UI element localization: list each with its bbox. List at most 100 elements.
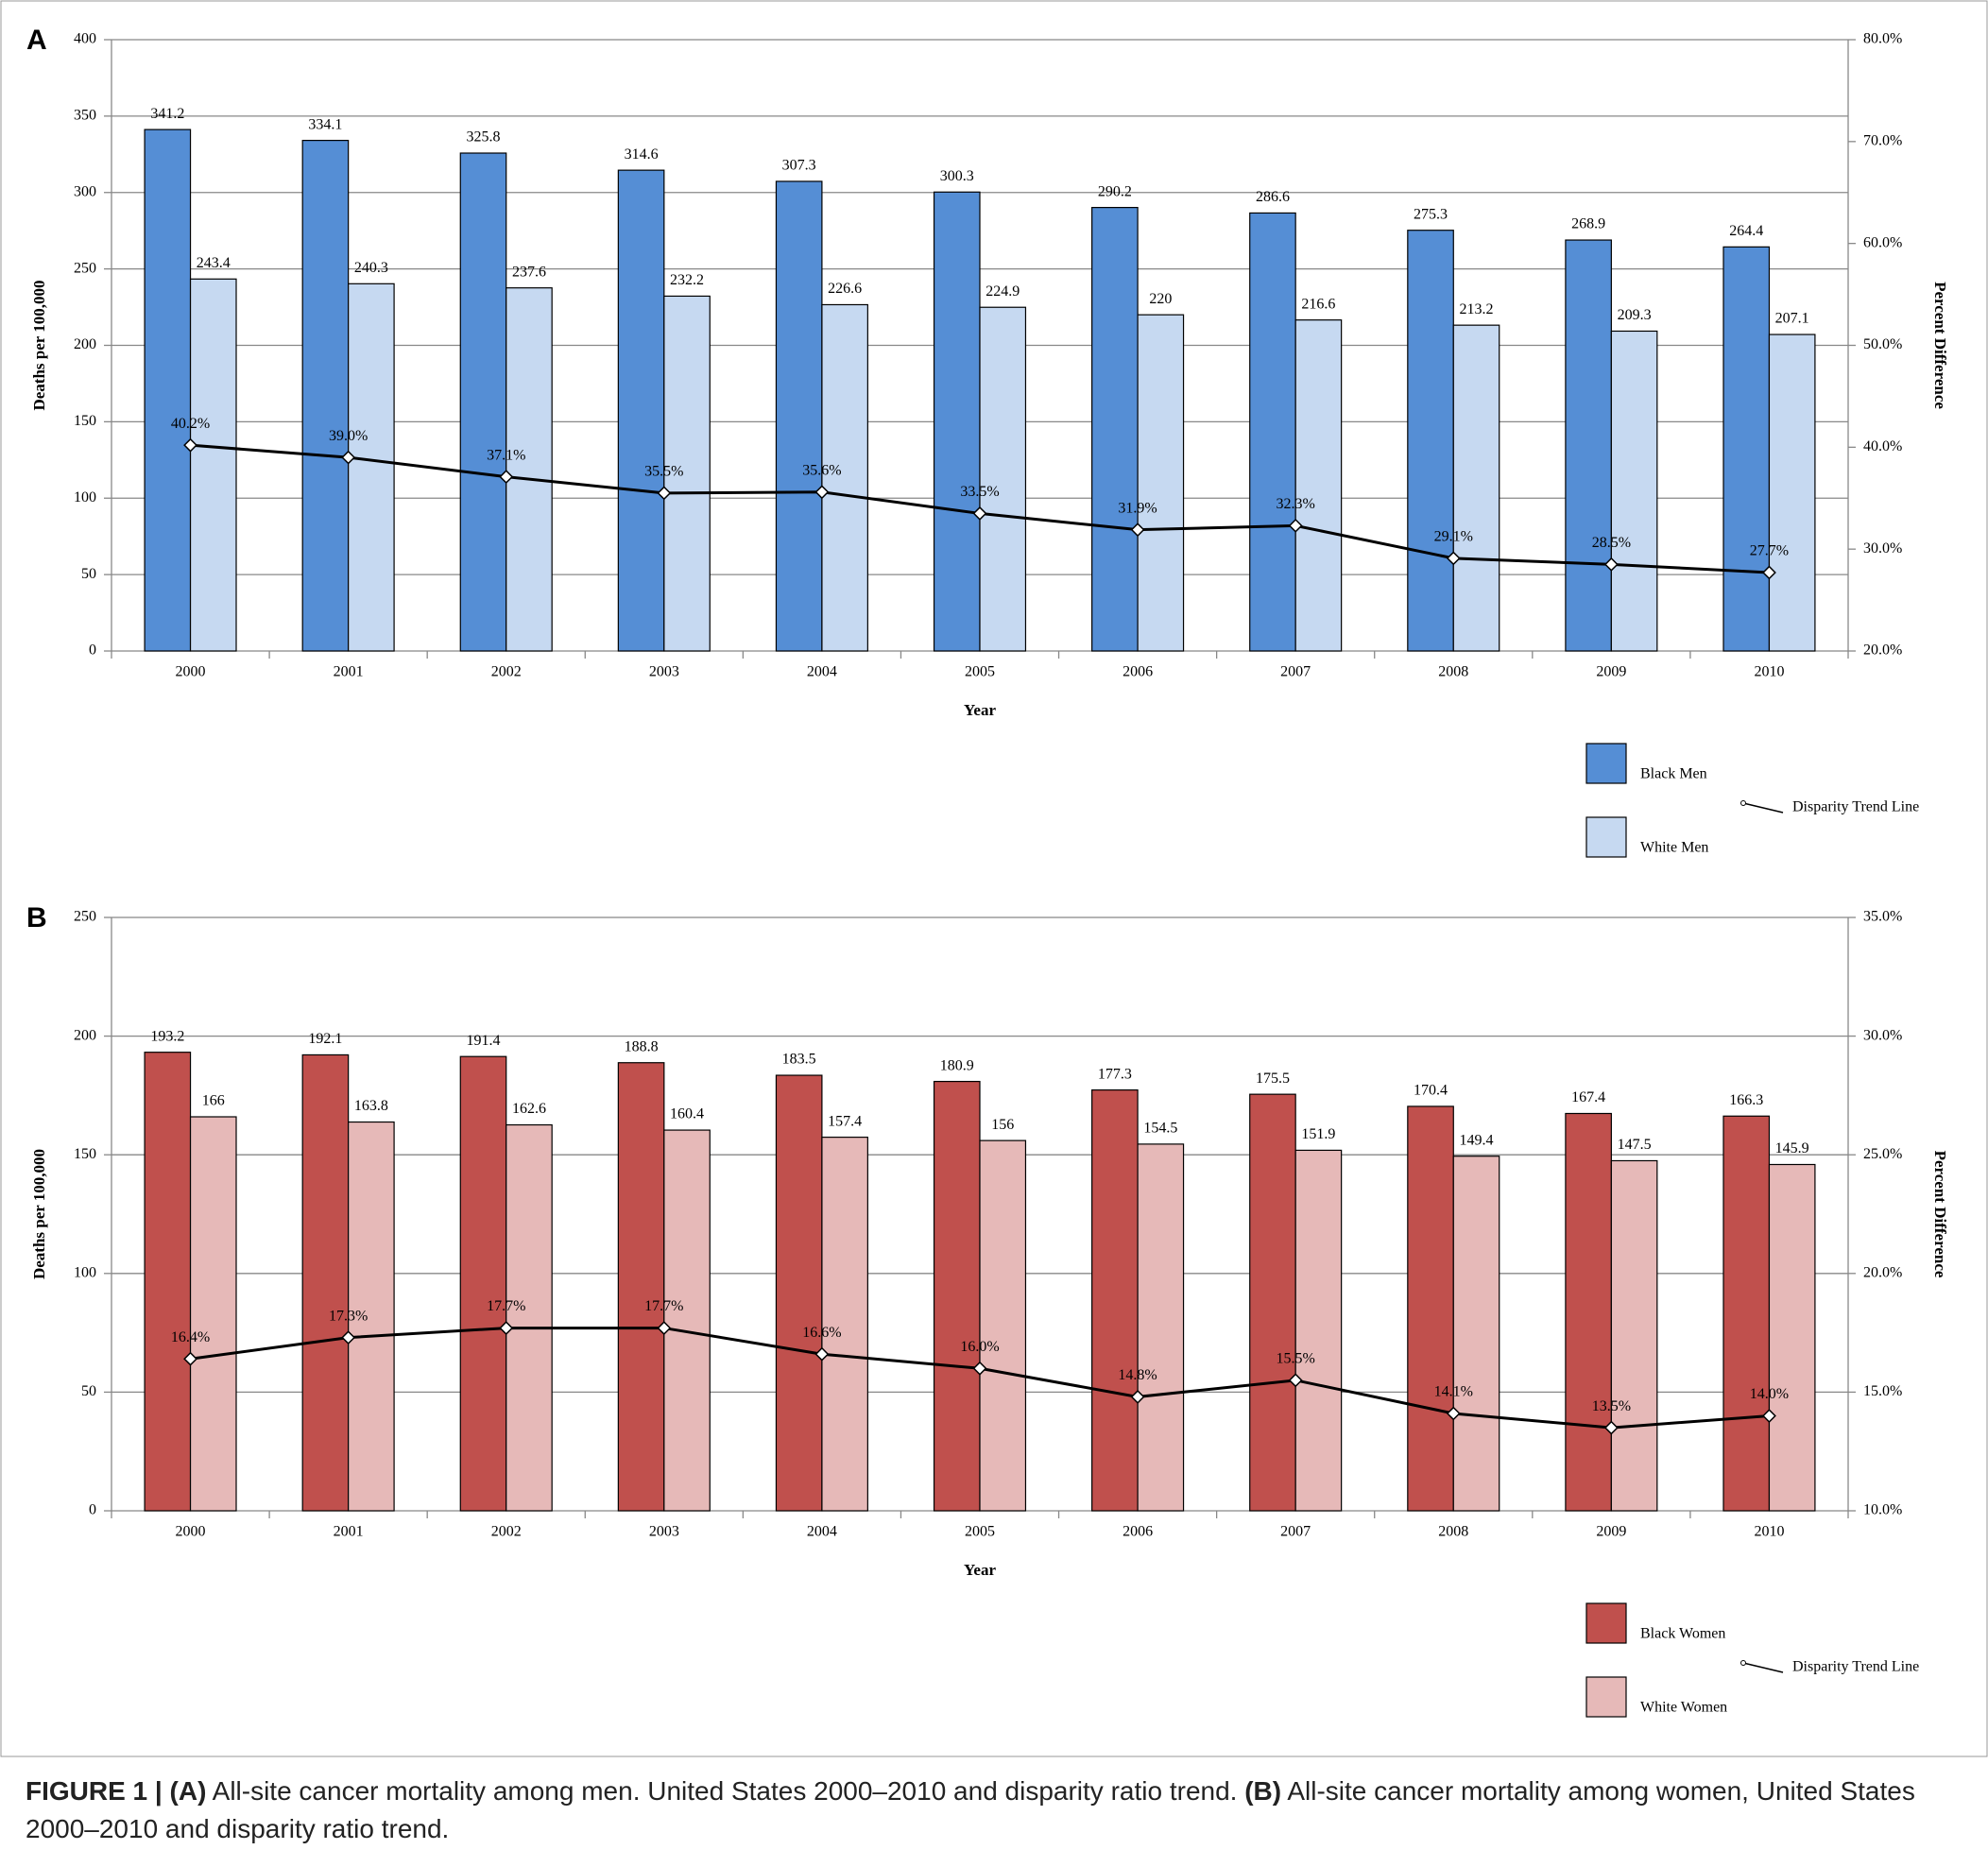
x-tick-label: 2004 <box>807 1524 837 1540</box>
line-value-label: 16.4% <box>171 1329 210 1345</box>
line-value-label: 31.9% <box>1118 500 1157 516</box>
legend-label: Black Men <box>1640 766 1707 782</box>
line-marker <box>1603 1420 1619 1435</box>
x-tick-label: 2004 <box>807 664 837 680</box>
bar-value-label: 177.3 <box>1098 1066 1132 1082</box>
bar <box>1407 230 1454 652</box>
bar <box>1565 239 1612 652</box>
line-marker <box>183 1351 197 1366</box>
bar <box>144 128 192 652</box>
legend-swatch <box>1585 816 1627 858</box>
bar-value-label: 167.4 <box>1571 1089 1605 1105</box>
bar-value-label: 192.1 <box>308 1031 342 1047</box>
bar <box>459 1055 507 1512</box>
line-marker <box>1130 1389 1145 1404</box>
bar-value-label: 166.3 <box>1729 1092 1763 1108</box>
bar <box>1565 1112 1612 1512</box>
panel-label: B <box>26 902 47 934</box>
x-tick-label: 2001 <box>334 664 364 680</box>
bar-value-label: 162.6 <box>512 1101 546 1117</box>
line-marker <box>1288 1373 1303 1388</box>
y-tick-label: 300 <box>74 183 96 199</box>
y2-axis-title: Percent Difference <box>1931 282 1949 409</box>
bar <box>144 1052 192 1512</box>
legend-label: Disparity Trend Line <box>1792 799 1919 815</box>
bar <box>348 283 395 652</box>
bar <box>933 1080 981 1512</box>
y2-tick-label: 30.0% <box>1863 1027 1902 1043</box>
x-tick-label: 2009 <box>1596 664 1626 680</box>
line-marker <box>972 1361 987 1376</box>
legend-label: White Men <box>1640 840 1708 856</box>
line-value-label: 35.5% <box>644 464 683 480</box>
bar-value-label: 170.4 <box>1414 1083 1448 1099</box>
bar <box>301 139 350 652</box>
line-marker <box>972 506 987 521</box>
bar-value-label: 191.4 <box>466 1033 500 1049</box>
y-tick-label: 100 <box>74 1264 96 1280</box>
x-tick-label: 2005 <box>965 1524 995 1540</box>
line-value-label: 39.0% <box>329 428 368 444</box>
bar-value-label: 307.3 <box>782 158 816 174</box>
y-tick-label: 200 <box>74 336 96 352</box>
line-marker <box>1762 565 1776 580</box>
y2-tick-label: 80.0% <box>1863 31 1902 47</box>
x-tick-label: 2002 <box>491 1524 522 1540</box>
line-value-label: 14.8% <box>1118 1367 1157 1383</box>
caption-a-text: All-site cancer mortality among men. Uni… <box>212 1776 1238 1806</box>
bar-value-label: 226.6 <box>828 281 862 297</box>
x-tick-label: 2001 <box>334 1524 364 1540</box>
y2-tick-label: 35.0% <box>1863 909 1902 925</box>
bar-value-label: 300.3 <box>940 168 974 184</box>
bar-value-label: 224.9 <box>985 283 1020 300</box>
frame <box>0 0 1988 1757</box>
line-marker <box>1288 518 1303 533</box>
y2-tick-label: 20.0% <box>1863 642 1902 659</box>
y-tick-label: 150 <box>74 1146 96 1162</box>
bar-value-label: 180.9 <box>940 1057 974 1073</box>
bar-value-label: 341.2 <box>150 106 184 122</box>
x-tick-label: 2000 <box>176 664 206 680</box>
line-marker <box>657 1321 672 1336</box>
x-tick-label: 2006 <box>1123 1524 1153 1540</box>
y2-tick-label: 50.0% <box>1863 336 1902 352</box>
line-value-label: 17.7% <box>644 1298 683 1314</box>
bar <box>775 1074 823 1512</box>
x-tick-label: 2007 <box>1280 1524 1311 1540</box>
bar-value-label: 157.4 <box>828 1113 862 1129</box>
line-marker <box>341 450 356 465</box>
panel-label: A <box>26 25 47 56</box>
bar <box>1452 1156 1500 1512</box>
line-value-label: 16.0% <box>960 1339 999 1355</box>
y2-axis-title: Percent Difference <box>1931 1151 1949 1278</box>
bar <box>506 1123 553 1512</box>
line-value-label: 37.1% <box>487 447 525 463</box>
bar-value-label: 160.4 <box>670 1106 704 1122</box>
bar <box>979 306 1027 652</box>
bar <box>189 278 237 652</box>
y2-tick-label: 15.0% <box>1863 1383 1902 1399</box>
caption: FIGURE 1 | (A) All-site cancer mortality… <box>26 1773 1953 1848</box>
line-value-label: 40.2% <box>171 416 210 432</box>
x-tick-label: 2008 <box>1438 664 1468 680</box>
y2-tick-label: 10.0% <box>1863 1502 1902 1518</box>
bar-value-label: 154.5 <box>1143 1121 1177 1137</box>
y2-tick-label: 70.0% <box>1863 133 1902 149</box>
y-tick-label: 400 <box>74 31 96 47</box>
bar <box>1610 1159 1658 1512</box>
bar-value-label: 334.1 <box>308 116 342 132</box>
y-axis-title: Deaths per 100,000 <box>30 1149 48 1279</box>
x-tick-label: 2002 <box>491 664 522 680</box>
line-value-label: 14.1% <box>1434 1384 1473 1400</box>
line-value-label: 17.7% <box>487 1298 525 1314</box>
bar-value-label: 147.5 <box>1618 1137 1652 1153</box>
bar <box>1294 1149 1343 1512</box>
bar <box>1768 1163 1816 1512</box>
line-value-label: 14.0% <box>1750 1386 1789 1402</box>
legend-line <box>1742 802 1784 814</box>
bar-value-label: 151.9 <box>1301 1126 1335 1142</box>
bar-value-label: 156 <box>991 1117 1014 1133</box>
bar-value-label: 207.1 <box>1775 311 1809 327</box>
y-axis-title: Deaths per 100,000 <box>30 280 48 410</box>
y-tick-label: 250 <box>74 260 96 276</box>
